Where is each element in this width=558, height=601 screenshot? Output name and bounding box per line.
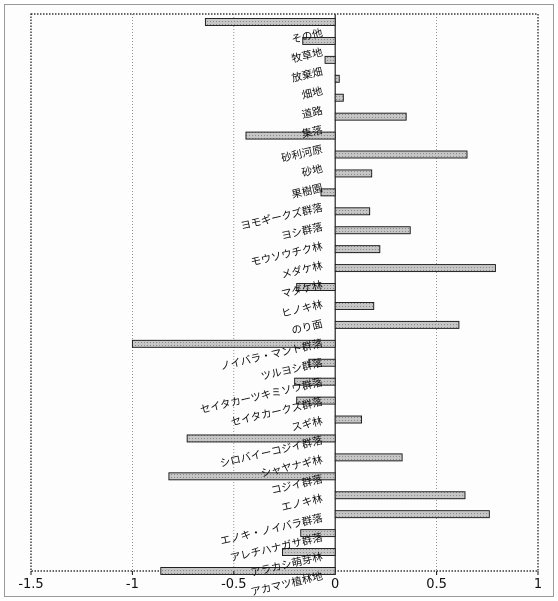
- bar: [334, 264, 496, 273]
- bar: [334, 491, 466, 500]
- bar: [302, 36, 336, 45]
- bar: [308, 358, 336, 367]
- bars: [131, 18, 496, 575]
- bar: [334, 320, 460, 329]
- bar: [186, 434, 336, 443]
- x-tick-label: -1.5: [18, 577, 43, 592]
- x-axis: -1.5 -1 -0.5 0 0.5 1: [18, 571, 542, 592]
- bar: [334, 74, 340, 83]
- category-label: ヒノキ林: [280, 298, 324, 320]
- category-label: 砂利河原: [280, 143, 324, 165]
- bar: [282, 548, 336, 556]
- category-label: のり面: [290, 318, 323, 337]
- category-label: 道路: [300, 104, 324, 122]
- x-tick-label: -1: [126, 577, 139, 592]
- category-label: スギ林: [290, 414, 324, 434]
- bar: [168, 472, 336, 481]
- category-labels: その他牧草地放棄畑畑地道路集落砂利河原砂地果樹園ヨモギークズ群落ヨシ群落モウソウ…: [199, 26, 325, 599]
- bar: [334, 93, 344, 102]
- bar: [296, 396, 336, 405]
- bar: [334, 245, 381, 254]
- category-label: 牧草地: [290, 46, 324, 66]
- bar: [131, 339, 336, 348]
- bar: [334, 302, 375, 310]
- x-tick-label: 0: [331, 577, 339, 592]
- bar: [300, 529, 336, 538]
- bar: [334, 150, 468, 159]
- bar: [294, 377, 336, 386]
- bar: [204, 18, 336, 26]
- category-label: 集落: [300, 123, 324, 141]
- bar: [320, 188, 336, 197]
- x-tick-label: -0.5: [221, 577, 246, 592]
- bar: [245, 131, 336, 140]
- bar: [334, 112, 407, 121]
- bar: [334, 207, 371, 216]
- bar: [324, 55, 336, 64]
- category-label: 果樹園: [290, 181, 324, 201]
- category-label: 畑地: [300, 84, 324, 102]
- bar: [334, 169, 373, 178]
- category-label: 砂地: [300, 162, 324, 180]
- x-tick-label: 0.5: [426, 577, 447, 592]
- category-label: エノキ林: [280, 492, 324, 514]
- bar: [296, 283, 336, 291]
- category-label: 放棄畑: [290, 65, 324, 85]
- bar: [334, 226, 411, 235]
- bar: [334, 415, 363, 424]
- bar: [160, 567, 336, 575]
- category-label: メダケ林: [280, 259, 324, 281]
- category-label: マダケ林: [280, 278, 324, 300]
- bar: [334, 453, 403, 462]
- category-label: ヨシ群落: [280, 220, 324, 242]
- bar: [334, 510, 490, 519]
- x-tick-label: 1: [534, 577, 542, 592]
